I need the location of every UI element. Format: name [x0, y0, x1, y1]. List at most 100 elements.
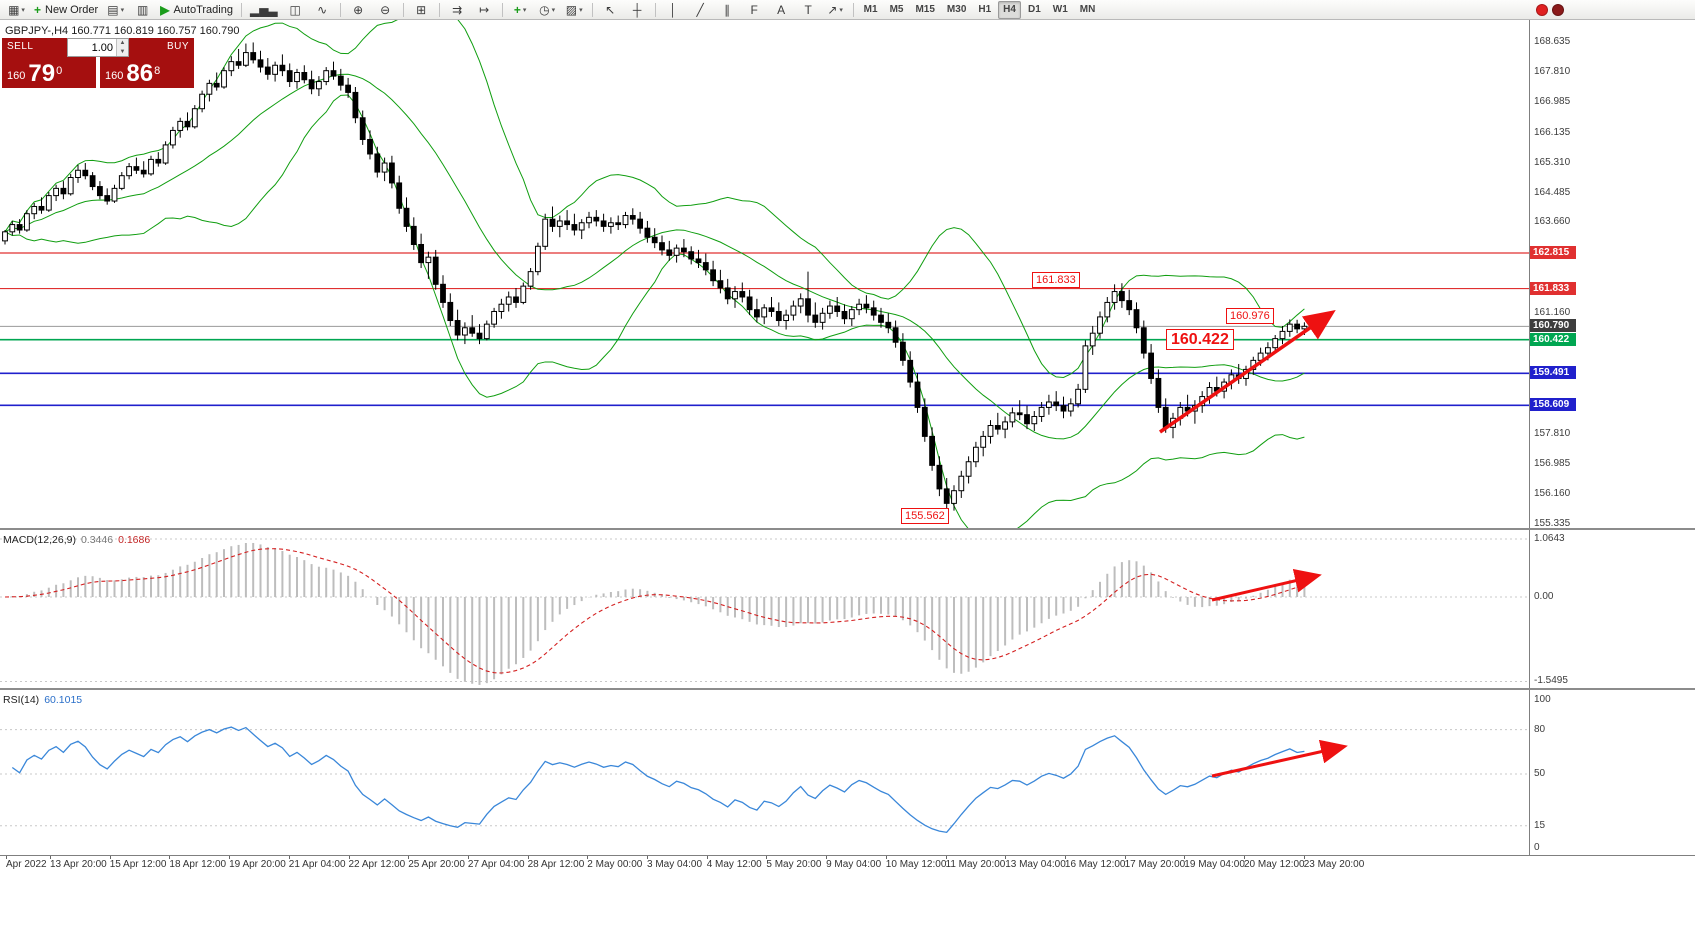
price-tick-label: 156.985: [1534, 458, 1571, 470]
fibonacci-icon[interactable]: F: [742, 1, 767, 18]
price-level-badge: 160.790: [1530, 319, 1576, 333]
chevron-down-icon: ▾: [551, 6, 556, 14]
line-chart-icon[interactable]: ∿: [310, 1, 335, 18]
volume-input[interactable]: 1.00 ▲ ▼: [67, 38, 129, 57]
price-label-annotation[interactable]: 161.833: [1032, 272, 1080, 288]
candlestick-chart-icon[interactable]: ◫: [283, 1, 308, 18]
rsi-scale-label: 15: [1534, 819, 1546, 831]
price-tick-label: 167.810: [1534, 66, 1571, 78]
time-tick-label: 3 May 04:00: [647, 859, 703, 870]
time-tick: [826, 856, 828, 859]
time-tick: [288, 856, 290, 859]
price-level-badge: 162.815: [1530, 245, 1576, 259]
trendline-icon: ╱: [696, 2, 704, 17]
time-tick-label: 16 May 12:00: [1064, 859, 1126, 870]
text-label-icon[interactable]: T: [796, 1, 821, 18]
time-tick-label: 18 Apr 12:00: [169, 859, 227, 870]
autotrading-button[interactable]: ▶ AutoTrading: [157, 1, 236, 18]
time-tick: [467, 856, 469, 859]
new-chart-icon[interactable]: ▦ ▾: [4, 1, 29, 18]
profiles-icon[interactable]: ▤ ▾: [103, 1, 128, 18]
time-tick-label: 4 May 12:00: [706, 859, 762, 870]
text-icon[interactable]: A: [769, 1, 794, 18]
zoom-out-icon[interactable]: ⊖: [373, 1, 398, 18]
timeframe-button-m5[interactable]: M5: [889, 4, 904, 15]
price-tick-label: 163.660: [1534, 216, 1571, 228]
trend-arrow[interactable]: [1159, 310, 1336, 434]
toolbar-separator: [339, 2, 341, 17]
time-tick: [1064, 856, 1066, 859]
timeframe-button-m15[interactable]: M15: [915, 4, 935, 15]
arrows-icon[interactable]: ↗ ▾: [823, 1, 848, 18]
candlestick-chart-icon: ◫: [289, 2, 301, 17]
toolbar-buttons: ▦ ▾ + New Order ▤ ▾ ▥ ▶ AutoTrading ▂▅▃ ◫ ∿ ⊕ ⊖ ⊞ ⇉ ↦ + ▾ ◷…: [3, 0, 858, 19]
time-tick: [348, 856, 350, 859]
time-tick: [945, 856, 947, 859]
templates-icon: ▨: [565, 2, 578, 17]
timeframe-toolbar: M1 M5 M15 M30 H1 H4 D1 W1 MN: [858, 0, 1102, 19]
time-tick: [6, 856, 7, 859]
tile-windows-icon[interactable]: ⊞: [409, 1, 434, 18]
timeframe-button-m30[interactable]: M30: [946, 4, 967, 15]
price-tick-label: 156.160: [1534, 487, 1571, 499]
panel-separator[interactable]: [0, 688, 1695, 690]
price-label-annotation[interactable]: 155.562: [901, 508, 949, 524]
price-label-annotation[interactable]: 160.422: [1166, 329, 1234, 350]
templates-icon[interactable]: ▨ ▾: [562, 1, 587, 18]
time-tick-label: 19 Apr 20:00: [229, 859, 286, 870]
chart-shift-icon[interactable]: ↦: [472, 1, 497, 18]
macd-signal-line: [4, 548, 1305, 674]
rsi-panel: [0, 690, 1529, 855]
time-tick: [885, 856, 887, 859]
equidistant-channel-icon[interactable]: ∥: [715, 1, 740, 18]
time-tick: [1303, 856, 1305, 859]
cursor-icon[interactable]: ↖: [598, 1, 623, 18]
trendline-icon[interactable]: ╱: [688, 1, 713, 18]
profiles-icon: ▤: [107, 2, 119, 17]
rsi-trend-arrow[interactable]: [1211, 739, 1348, 778]
auto-scroll-icon[interactable]: ⇉: [445, 1, 470, 18]
time-tick: [169, 856, 171, 859]
indicators-icon[interactable]: + ▾: [508, 1, 533, 18]
crosshair-icon[interactable]: ┼: [625, 1, 650, 18]
timeframe-button-mn[interactable]: MN: [1079, 4, 1096, 15]
macd-trend-arrow[interactable]: [1211, 569, 1322, 602]
timeframe-button-h4[interactable]: H4: [998, 0, 1021, 19]
panel-separator[interactable]: [0, 528, 1695, 530]
time-tick-label: 11 May 20:00: [945, 859, 1006, 870]
bar-chart-icon[interactable]: ▂▅▃: [247, 1, 281, 18]
timeframe-button-m1[interactable]: M1: [863, 4, 878, 15]
spinner-up-icon[interactable]: ▲: [117, 39, 128, 48]
time-tick: [1005, 856, 1007, 859]
timeframe-button-d1[interactable]: D1: [1027, 4, 1041, 15]
buy-label: BUY: [166, 41, 189, 52]
timeframe-button-w1[interactable]: W1: [1052, 4, 1068, 15]
price-axis[interactable]: 168.635 167.810 166.985 166.135 165.310 164.4…: [1529, 20, 1695, 855]
chevron-down-icon: ▾: [579, 6, 583, 14]
buy-price: 160 86 8: [105, 60, 161, 87]
market-watch-icon[interactable]: ▥: [130, 1, 155, 18]
periods-icon[interactable]: ◷ ▾: [535, 1, 560, 18]
volume-spinner[interactable]: ▲ ▼: [116, 39, 128, 56]
time-tick-label: 21 Apr 04:00: [288, 859, 346, 870]
time-tick-label: 25 Apr 20:00: [408, 859, 465, 870]
timeframe-button-h1[interactable]: H1: [978, 4, 992, 15]
time-tick-label: 28 Apr 12:00: [527, 859, 585, 870]
time-axis[interactable]: Apr 2022 13 Apr 20:00 15 Apr 12:00 18 Apr 1…: [0, 855, 1695, 873]
chevron-down-icon: ▾: [21, 6, 25, 14]
toolbar-separator: [438, 2, 440, 17]
spinner-down-icon[interactable]: ▼: [117, 47, 128, 56]
price-label-annotation[interactable]: 160.976: [1226, 308, 1274, 324]
new-order-button-label: New Order: [45, 3, 99, 16]
new-order-button[interactable]: + New Order: [31, 1, 101, 18]
symbol-header: GBPJPY-,H4 160.771 160.819 160.757 160.7…: [5, 25, 240, 37]
cursor-icon: ↖: [605, 2, 616, 17]
candlestick-chart[interactable]: [0, 20, 1529, 528]
vertical-line-icon[interactable]: │: [661, 1, 686, 18]
macd-scale-label: 1.0643: [1534, 532, 1565, 544]
time-tick: [408, 856, 410, 859]
time-tick: [587, 856, 589, 859]
time-tick-label: 13 Apr 20:00: [50, 859, 107, 870]
rsi-scale-label: 80: [1534, 723, 1546, 735]
zoom-in-icon[interactable]: ⊕: [346, 1, 371, 18]
